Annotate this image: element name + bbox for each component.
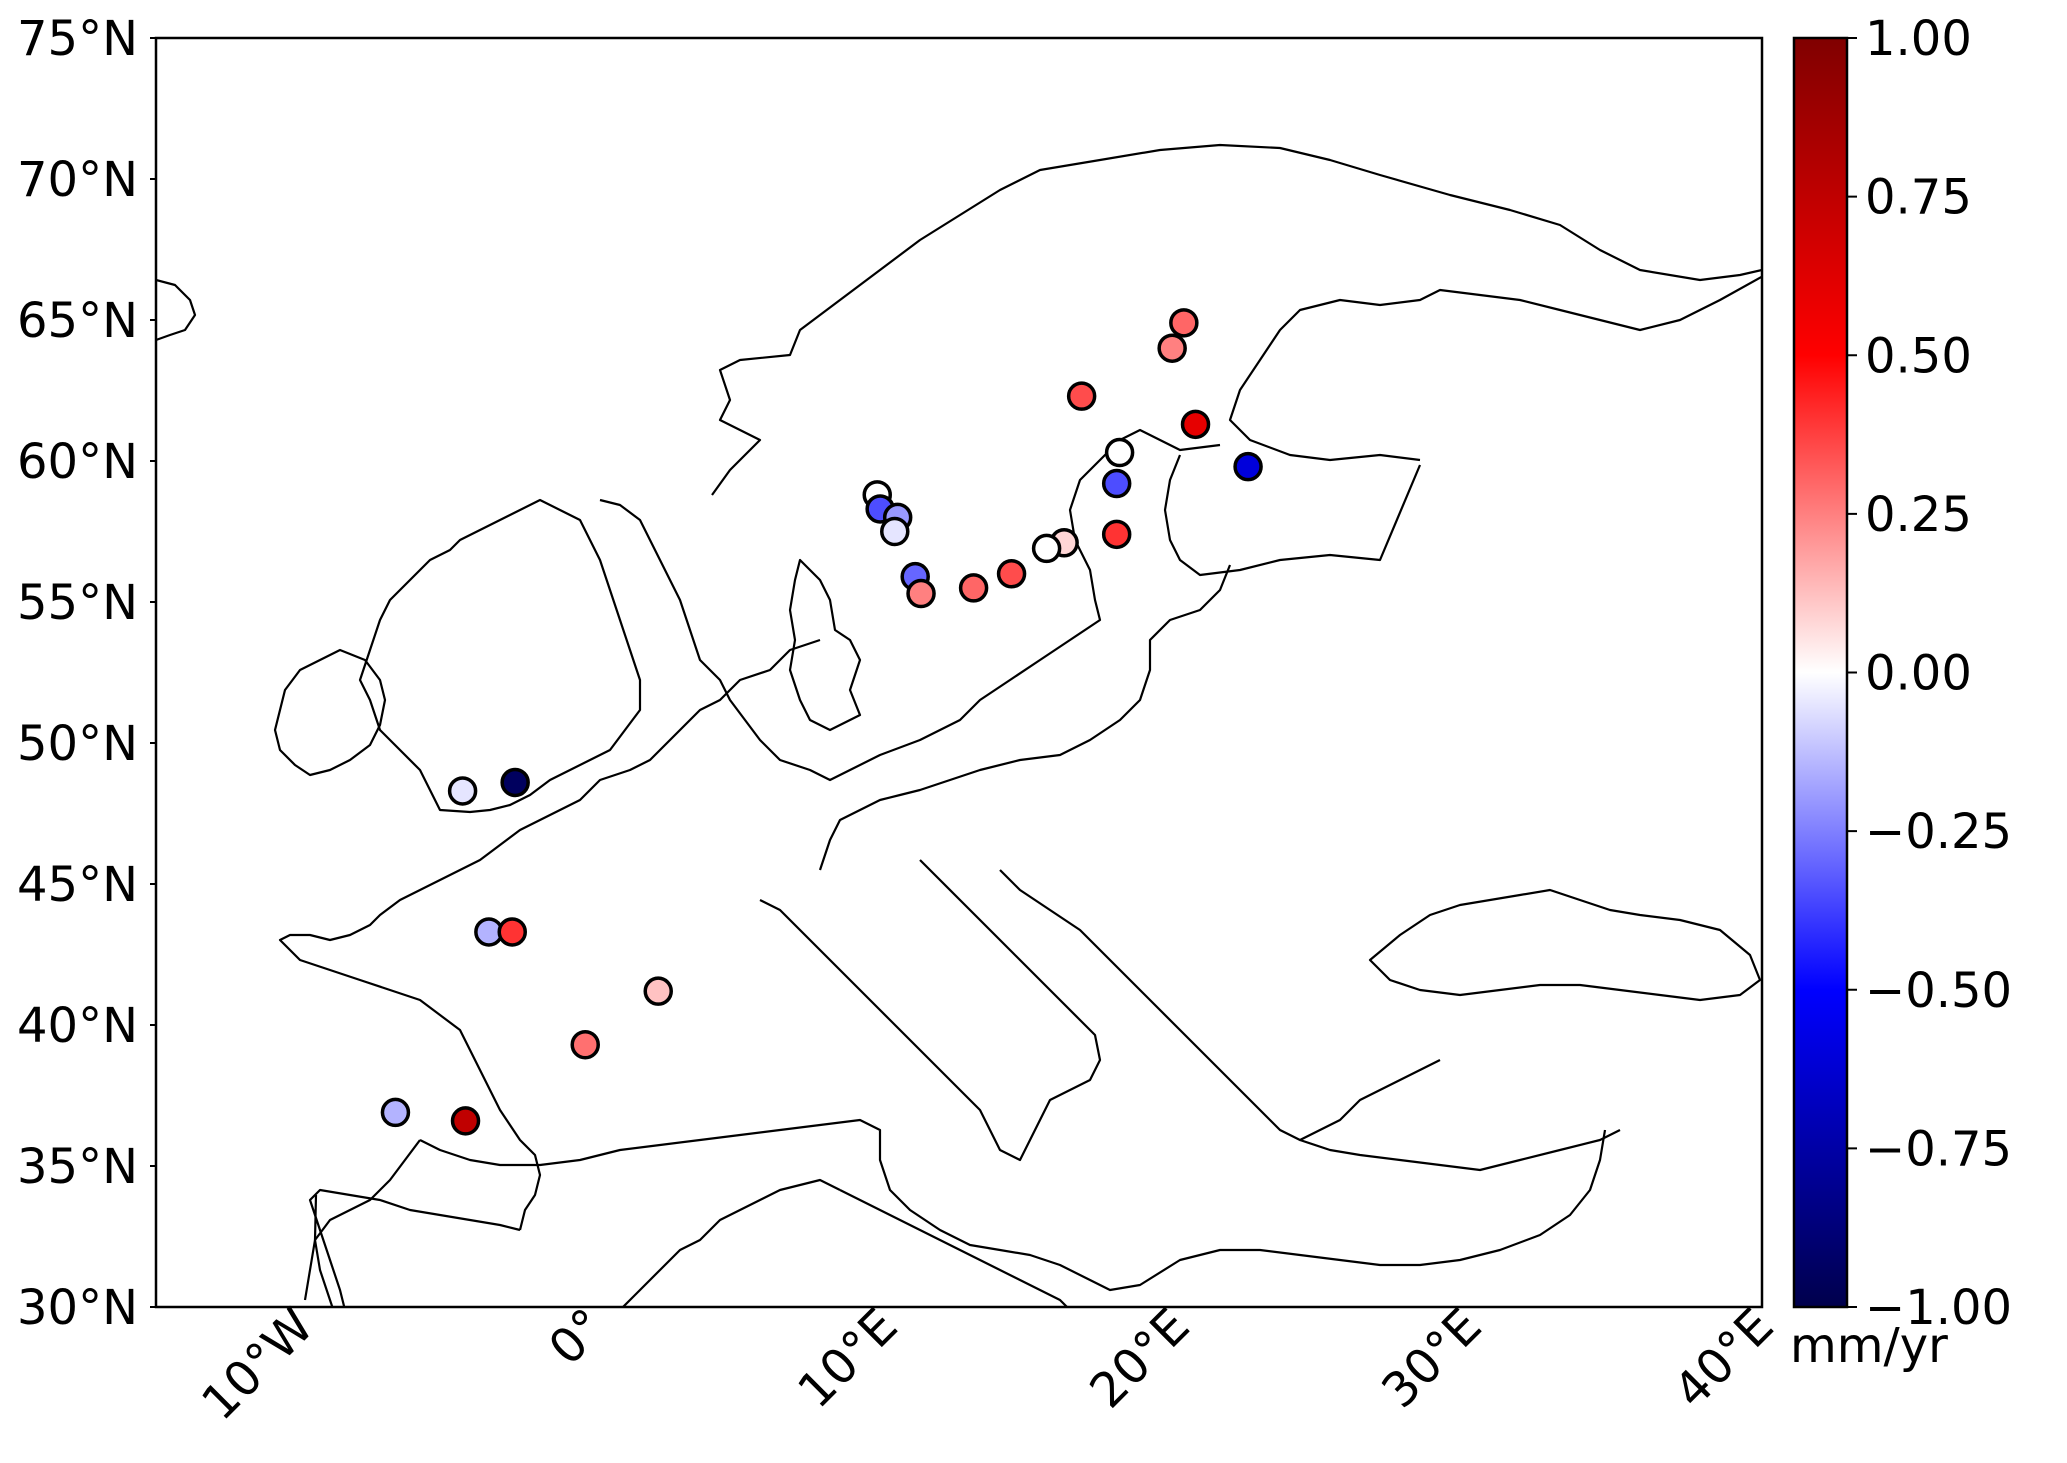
colorbar-tick-label: 0.75 [1865, 170, 1972, 226]
colorbar-tick-label: 0.50 [1865, 328, 1972, 384]
colorbar-tick-labels: 1.00 0.75 0.50 0.25 0.00 −0.25 −0.50 −0.75 −1.00 [1847, 11, 2012, 1336]
station-marker [1031, 533, 1062, 564]
lat-tick-label: 65°N [17, 293, 138, 349]
lon-tick-label: 10°E [787, 1298, 908, 1419]
station-marker [880, 516, 910, 547]
colorbar-tick-label: −1.00 [1865, 1280, 2012, 1336]
station-marker [380, 1097, 411, 1128]
station-marker [447, 776, 478, 806]
lon-tick-label: 0° [538, 1298, 616, 1376]
station-marker [996, 559, 1027, 589]
station-marker [1104, 437, 1135, 468]
station-marker [906, 578, 936, 609]
station-marker [1101, 519, 1132, 550]
station-marker [1233, 451, 1263, 482]
lat-tick-labels: 75°N 70°N 65°N 60°N 55°N 50°N 45°N 40°N 35°N 30°N [17, 11, 156, 1336]
lon-tick-labels: 10°W 0° 10°E 20°E 30°E 40°E [191, 1298, 1784, 1431]
lat-tick-label: 60°N [17, 434, 138, 490]
station-marker [1169, 308, 1199, 338]
lat-tick-label: 35°N [17, 1139, 138, 1195]
lon-tick-label: 30°E [1371, 1298, 1492, 1419]
lat-tick-label: 55°N [17, 575, 138, 631]
lat-tick-label: 40°N [17, 998, 138, 1054]
tide-gauge-stations [380, 308, 1263, 1136]
station-marker [500, 767, 530, 798]
colorbar-tick-label: −0.50 [1865, 963, 2012, 1019]
lon-tick-label: 20°E [1079, 1298, 1200, 1419]
station-marker [1066, 381, 1097, 411]
lon-tick-label: 40°E [1663, 1298, 1784, 1419]
lon-tick-label: 10°W [191, 1298, 324, 1431]
colorbar [1792, 36, 1849, 1309]
map-frame [154, 36, 1764, 1309]
colorbar-unit-label: mm/yr [1790, 1318, 1948, 1374]
lat-tick-label: 45°N [17, 857, 138, 913]
colorbar-tick-label: 0.00 [1865, 646, 1972, 702]
station-marker [570, 1029, 600, 1060]
station-marker [643, 976, 673, 1006]
lat-tick-label: 75°N [17, 11, 138, 67]
station-marker [497, 917, 527, 947]
station-marker [1101, 468, 1132, 499]
lat-tick-label: 50°N [17, 716, 138, 772]
station-marker [450, 1106, 481, 1136]
station-marker [1180, 409, 1211, 440]
colorbar-tick-label: 1.00 [1865, 11, 1972, 67]
lat-tick-label: 30°N [17, 1280, 138, 1336]
colorbar-tick-label: −0.25 [1865, 804, 2012, 860]
station-marker [1157, 333, 1187, 363]
colorbar-tick-label: −0.75 [1865, 1121, 2012, 1177]
station-marker [958, 573, 989, 603]
colorbar-tick-label: 0.25 [1865, 487, 1972, 543]
coastlines [156, 143, 1762, 1307]
lat-tick-label: 70°N [17, 152, 138, 208]
